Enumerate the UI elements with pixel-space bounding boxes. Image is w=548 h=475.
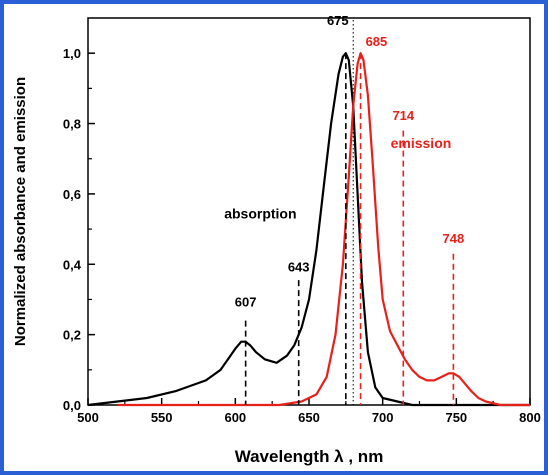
x-tick-label: 650 xyxy=(298,410,320,425)
x-tick-label: 700 xyxy=(372,410,394,425)
y-tick-label: 0,2 xyxy=(63,328,81,343)
x-tick-label: 600 xyxy=(224,410,246,425)
marks-group: 607 643 675 685 714 748 absorption emission xyxy=(87,13,530,407)
x-axis-label: Wavelength λ , nm xyxy=(235,447,384,466)
series-line-emission xyxy=(117,52,530,407)
peak-label-607: 607 xyxy=(235,294,257,309)
y-tick-label: 1,0 xyxy=(63,46,81,61)
plot-border xyxy=(87,17,531,406)
peak-label-643: 643 xyxy=(288,259,310,274)
x-tick-label: 500 xyxy=(77,410,99,425)
peak-label-714: 714 xyxy=(392,108,414,123)
axes-group: 500 550 600 650 700 750 800 0,0 0,2 0,4 0,6 0,8 1,0 xyxy=(63,17,541,425)
y-tick-label: 0,4 xyxy=(63,257,82,272)
x-tick-label: 800 xyxy=(519,410,541,425)
series-label-absorption: absorption xyxy=(224,206,296,222)
series-line-absorption xyxy=(87,52,530,407)
peak-label-748: 748 xyxy=(443,231,465,246)
series-label-emission: emission xyxy=(391,135,452,151)
y-tick-label: 0,0 xyxy=(63,398,81,413)
peak-label-675: 675 xyxy=(327,13,349,28)
x-tick-label: 750 xyxy=(445,410,467,425)
y-axis-label: Normalized absorbance and emission xyxy=(12,77,29,346)
peak-label-685: 685 xyxy=(366,34,388,49)
y-tick-label: 0,8 xyxy=(63,117,81,132)
y-tick-label: 0,6 xyxy=(63,187,81,202)
x-tick-label: 550 xyxy=(151,410,173,425)
